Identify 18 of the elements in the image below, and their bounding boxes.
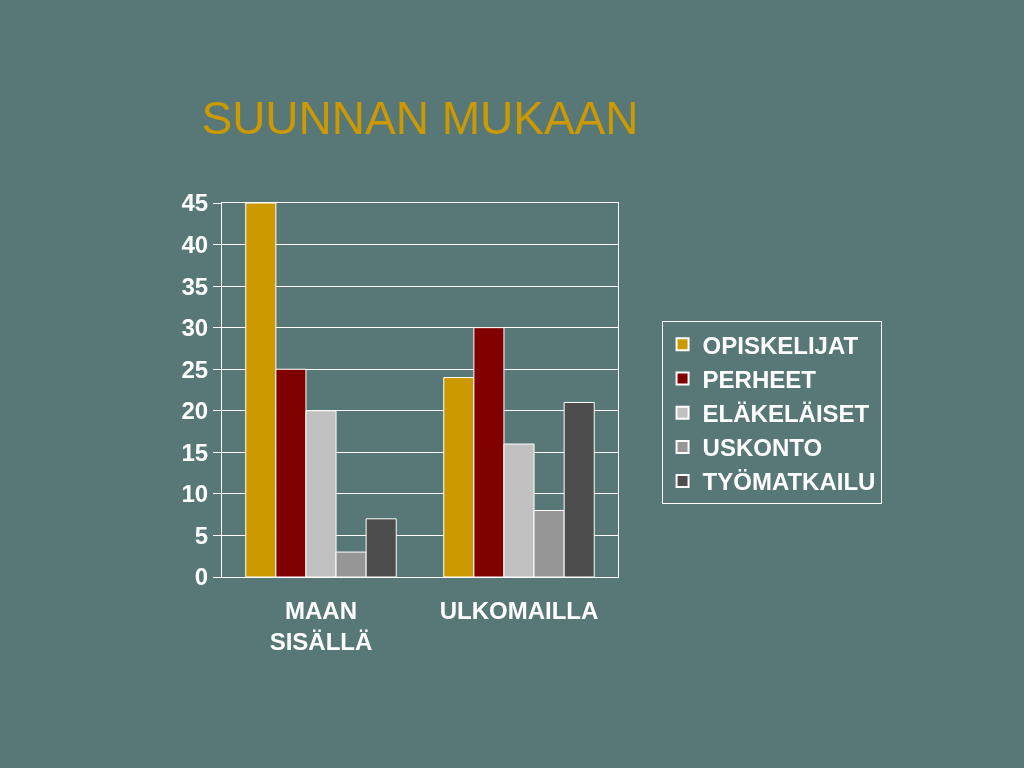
y-tick-label: 20	[181, 397, 209, 425]
y-tick-label: 5	[194, 521, 209, 549]
x-tick-label: ULKOMAILLA	[439, 596, 599, 624]
y-tick-label: 0	[194, 563, 209, 591]
legend-label: OPISKELIJAT	[702, 331, 859, 359]
y-tick-label: 45	[181, 189, 209, 217]
legend-label: PERHEET	[702, 365, 817, 393]
y-tick-label: 40	[181, 230, 209, 258]
legend-label: ELÄKELÄISET	[702, 400, 870, 428]
y-tick-label: 30	[181, 314, 209, 342]
legend-label: USKONTO	[702, 434, 823, 462]
legend-label: TYÖMATKAILU	[702, 468, 876, 496]
chart-title: SUUNNAN MUKAAN	[201, 92, 639, 145]
y-tick-label: 15	[181, 438, 209, 466]
y-tick-label: 35	[181, 272, 209, 300]
x-tick-label: MAAN SISÄLLÄ	[269, 596, 373, 655]
y-tick-label: 25	[181, 355, 209, 383]
y-tick-label: 10	[181, 480, 209, 508]
